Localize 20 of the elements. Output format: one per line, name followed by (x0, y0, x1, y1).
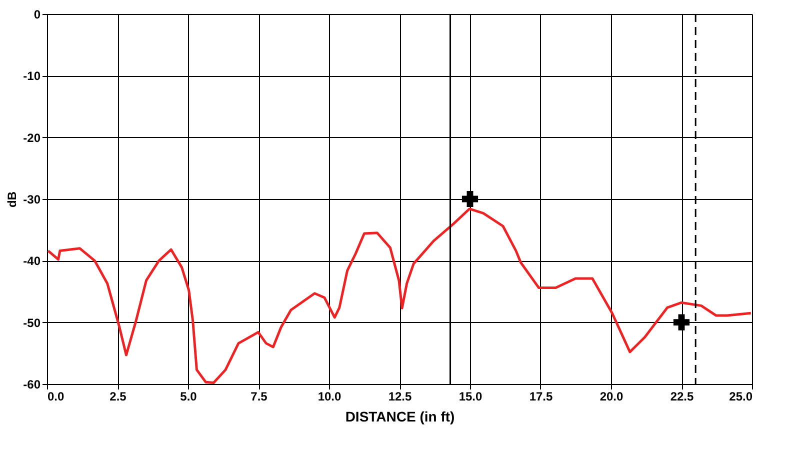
y-tick-label: -10 (23, 69, 41, 84)
y-tick-label: -50 (23, 316, 41, 330)
x-tick-label: 10.0 (318, 390, 342, 404)
x-tick-label: 2.5 (110, 390, 127, 404)
y-axis-title: dB (5, 191, 20, 208)
y-tick-label: -30 (23, 192, 41, 206)
x-tick-label: 5.0 (180, 390, 198, 404)
x-tick-label: 7.5 (250, 390, 268, 404)
x-tick-label: 12.5 (388, 390, 412, 404)
x-tick-label: 22.5 (670, 390, 694, 404)
x-tick-label: 20.0 (600, 390, 624, 404)
x-tick-label: 0.0 (48, 390, 65, 404)
x-tick-label: 15.0 (458, 390, 482, 404)
x-tick-label: 25.0 (729, 390, 753, 404)
y-tick-label: -40 (23, 254, 41, 268)
x-axis-title: DISTANCE (in ft) (345, 408, 455, 424)
y-tick-label: -20 (23, 130, 41, 145)
y-tick-label: -60 (23, 378, 41, 392)
x-tick-label: 17.5 (529, 390, 553, 404)
y-tick-label: 0 (34, 8, 41, 22)
